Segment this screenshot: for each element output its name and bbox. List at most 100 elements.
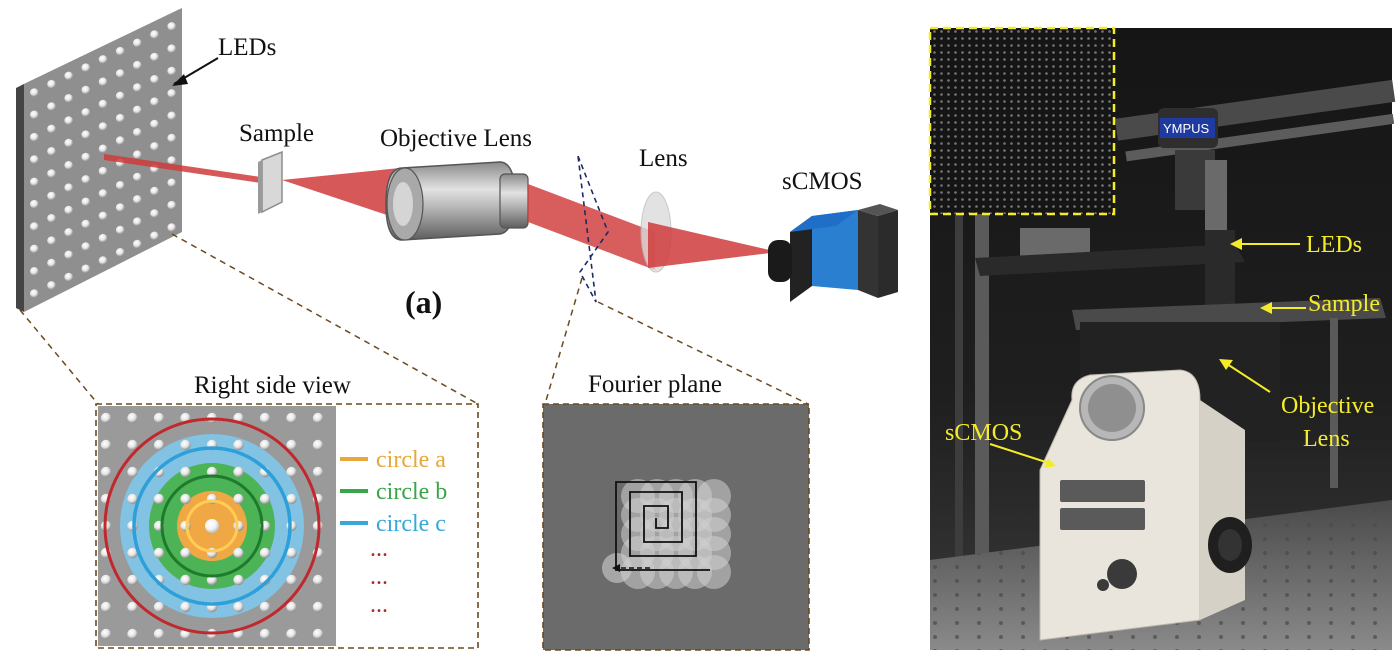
led-dot-side-view (127, 628, 138, 640)
legend-circle-a: circle a (376, 447, 446, 473)
led-dot-side-view (312, 574, 324, 586)
led-dot (47, 169, 56, 178)
led-dot-side-view (127, 493, 138, 505)
led-dot-side-view (286, 601, 297, 613)
led-dot (64, 161, 73, 170)
photo-objective-label-2: Lens (1303, 426, 1350, 452)
led-dot-side-view (153, 547, 165, 559)
led-dot (167, 22, 176, 31)
led-dot (64, 116, 73, 125)
outer-red-ring (103, 417, 321, 635)
led-dot (150, 209, 159, 218)
led-dot (115, 46, 125, 56)
led-dot-side-view (286, 412, 297, 424)
led-dot (115, 203, 125, 212)
led-dot-side-view (153, 601, 165, 613)
led-dot (150, 52, 159, 62)
led-dot (30, 155, 39, 164)
led-dot (30, 110, 39, 120)
circle-legend: circle a circle b circle c ... ... ... (340, 447, 447, 618)
led-dot (133, 172, 142, 182)
fourier-patch (697, 555, 731, 589)
led-dot (64, 272, 73, 282)
led-dot (150, 97, 159, 106)
focused-beam (648, 222, 778, 268)
led-dot (81, 197, 91, 207)
photo-sample-label: Sample (1308, 291, 1380, 317)
setup-photograph: YMPUS LEDs (928, 26, 1396, 650)
led-dot (81, 63, 91, 72)
led-dot-side-view (205, 519, 219, 533)
inset-connector-left (19, 309, 99, 405)
led-dot-side-view (233, 547, 244, 559)
led-dot (81, 108, 91, 117)
led-dot-side-view (286, 493, 297, 505)
fourier-plane-marker (577, 155, 609, 303)
led-dot (30, 199, 39, 209)
led-dot (30, 289, 39, 298)
led-dot (167, 111, 176, 121)
led-dot (81, 85, 91, 95)
led-dot (47, 191, 56, 201)
led-dot (64, 71, 73, 81)
led-dot (64, 250, 73, 260)
led-dot-side-view (127, 412, 138, 424)
fourier-connector-left (544, 277, 583, 405)
led-dot-side-view (180, 493, 191, 505)
led-dot (81, 175, 91, 184)
led-dot-side-view (312, 466, 324, 478)
led-dot (115, 136, 125, 145)
led-dot (98, 189, 108, 198)
led-dot-side-view (180, 601, 191, 613)
led-dot (133, 60, 142, 70)
led-dot (150, 119, 159, 129)
led-dot-side-view (180, 466, 191, 478)
illumination-beam (104, 154, 268, 184)
led-dot (115, 248, 125, 257)
led-dot-side-view (127, 439, 138, 451)
circle-c-ring (132, 446, 292, 606)
fourier-connector-right (597, 301, 809, 405)
scmos-camera (768, 204, 898, 302)
led-dot (81, 264, 91, 274)
spiral-scan-path (615, 481, 710, 571)
led-dot (115, 113, 125, 123)
led-dot (167, 223, 176, 232)
led-dot (150, 142, 159, 151)
led-dot-side-view (100, 574, 112, 586)
led-dot (167, 66, 176, 76)
led-dot-side-view (127, 466, 138, 478)
led-dot (47, 214, 56, 223)
led-dot (30, 222, 39, 231)
objective-lens-label: Objective Lens (380, 125, 532, 152)
fourier-spectrum-patches (602, 479, 731, 589)
photo-leds-label: LEDs (1306, 232, 1362, 258)
led-dot (115, 91, 125, 101)
led-dot-side-view (286, 439, 297, 451)
panel-a-label: (a) (405, 284, 442, 320)
legend-ellipsis-3: ... (370, 592, 388, 618)
scmos-label: sCMOS (782, 168, 863, 195)
led-dot-side-view (153, 493, 165, 505)
led-dot-side-view (100, 628, 112, 640)
led-dot (98, 211, 108, 221)
right-side-view-title: Right side view (194, 372, 351, 399)
legend-ellipsis-1: ... (370, 536, 388, 562)
led-dot (47, 79, 56, 89)
led-matrix-inset (928, 26, 1116, 216)
led-dot-side-view (180, 439, 191, 451)
led-dot (133, 128, 142, 137)
led-dot (81, 242, 91, 251)
led-dot-side-view (286, 628, 297, 640)
led-dot (98, 55, 108, 64)
led-dot-side-view (100, 412, 112, 424)
led-dot (30, 267, 39, 276)
led-dot-side-view (153, 628, 165, 640)
fourier-plane-inset: Fourier plane (542, 277, 810, 651)
led-dot (47, 236, 56, 245)
led-dot (64, 138, 73, 148)
led-dot-side-view (259, 547, 271, 559)
led-dot-side-view (259, 412, 271, 424)
led-dot-side-view (286, 574, 297, 586)
